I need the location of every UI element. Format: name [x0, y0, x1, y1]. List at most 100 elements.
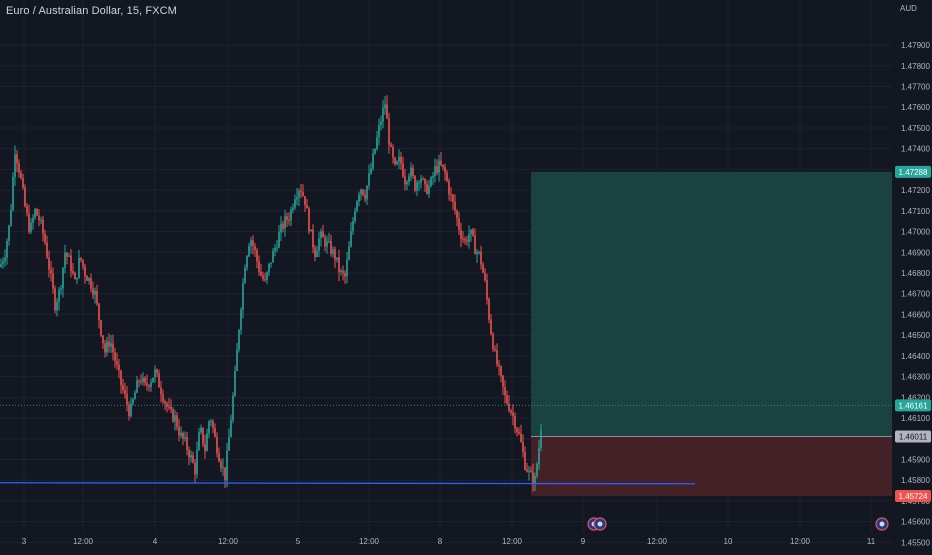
candle [94, 287, 96, 304]
candle [376, 130, 378, 151]
candle-body [396, 161, 398, 165]
candle-body [214, 427, 216, 437]
candle-body [144, 377, 146, 383]
candle-body [490, 319, 492, 335]
candle [254, 242, 256, 258]
candle [136, 376, 138, 394]
symbol-title[interactable]: Euro / Australian Dollar, 15, FXCM [6, 5, 177, 17]
candle-body [294, 199, 296, 208]
candle-body [450, 194, 452, 196]
candle-body [16, 154, 18, 164]
candle-body [282, 223, 284, 229]
candle [182, 431, 184, 446]
candle [10, 203, 12, 227]
flag-icon-center [879, 521, 885, 527]
candle-body [204, 444, 206, 452]
candle [536, 461, 538, 479]
candle-body [26, 206, 28, 214]
candle [476, 249, 478, 264]
candle [262, 271, 264, 282]
candle-body [160, 387, 162, 395]
candle [74, 271, 76, 280]
candle [68, 253, 70, 258]
candle-body [412, 167, 414, 177]
candle [370, 162, 372, 175]
x-tick-label: 12:00 [647, 537, 668, 546]
candle [142, 372, 144, 386]
candle-body [390, 144, 392, 147]
candle-body [440, 160, 442, 165]
candle [130, 397, 132, 418]
y-tick-label: 1.46400 [901, 352, 930, 361]
event-flag-icon[interactable] [875, 517, 889, 531]
candle-body [100, 320, 102, 336]
candle [526, 463, 528, 473]
candle-body [258, 261, 260, 272]
candle-body [518, 431, 520, 434]
candle [250, 237, 252, 254]
candle [28, 204, 30, 235]
candle-body [496, 350, 498, 365]
y-tick-label: 1.46700 [901, 290, 930, 299]
candle-body [508, 403, 510, 411]
candle [380, 115, 382, 131]
candle-body [464, 238, 466, 241]
candle-body [272, 251, 274, 263]
candle-body [280, 223, 282, 233]
y-tick-label: 1.47800 [901, 62, 930, 71]
candle-body [514, 416, 516, 429]
candle-body [192, 455, 194, 463]
candle [412, 164, 414, 179]
candle [82, 259, 84, 270]
candle [404, 168, 406, 191]
candle [348, 241, 350, 261]
candle-body [486, 280, 488, 300]
y-tick-label: 1.45500 [901, 538, 930, 547]
candle-body [472, 229, 474, 236]
candle [374, 148, 376, 155]
candle [256, 247, 258, 269]
candle [184, 431, 186, 442]
candle [358, 191, 360, 207]
candle [294, 194, 296, 210]
y-tick-label: 1.46900 [901, 248, 930, 257]
candle-body [422, 178, 424, 180]
candle-body [372, 153, 374, 169]
event-icons[interactable] [587, 517, 889, 531]
candle [438, 154, 440, 182]
candle-body [260, 271, 262, 276]
candle-body [454, 201, 456, 211]
candle [480, 245, 482, 270]
candle [198, 428, 200, 451]
candle [22, 173, 24, 190]
candle-body [220, 461, 222, 468]
candle [230, 414, 232, 438]
candle-body [58, 289, 60, 302]
candle [442, 164, 444, 171]
x-tick-label: 3 [22, 537, 27, 546]
candle-body [528, 470, 530, 472]
event-flag-icon[interactable] [593, 517, 607, 531]
candle [384, 96, 386, 116]
candle [450, 187, 452, 202]
candle [300, 184, 302, 199]
time-axis[interactable]: 3 12:00 4 12:00 5 12:00 8 12:00 9 12:00 10 12:00 11 [22, 537, 876, 546]
candle-body [300, 190, 302, 193]
candle [534, 472, 536, 491]
candle-body [114, 352, 116, 362]
candle-body [82, 259, 84, 267]
candle [64, 244, 66, 274]
candle [406, 179, 408, 191]
candle [138, 379, 140, 388]
candle-body [330, 241, 332, 254]
candle [170, 399, 172, 414]
candle-body [536, 464, 538, 477]
candle [394, 156, 396, 167]
candle [110, 335, 112, 353]
candle [84, 263, 86, 284]
candle-body [50, 269, 52, 274]
candle-body [116, 361, 118, 365]
candle-body [368, 173, 370, 186]
